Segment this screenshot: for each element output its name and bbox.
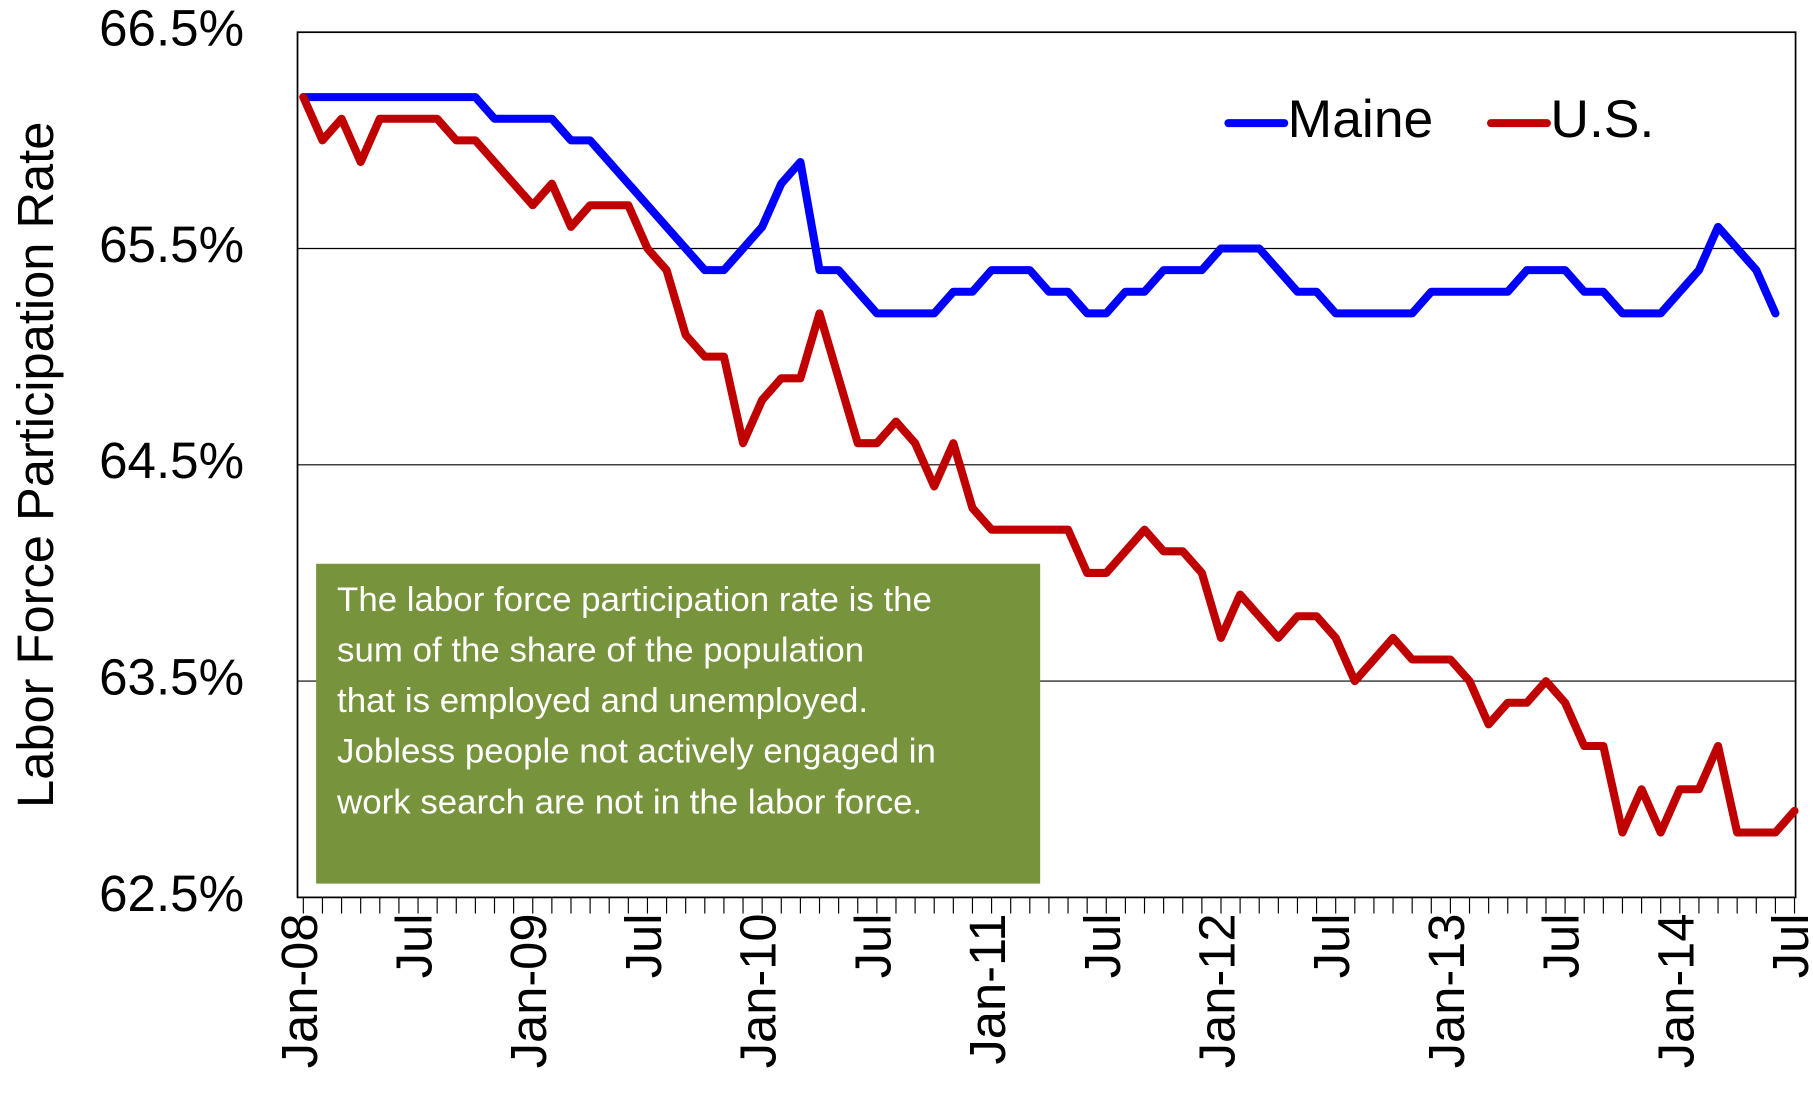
y-tick-label: 63.5% [99,649,244,706]
x-tick-label: Jan-10 [729,914,786,1069]
x-tick-label: Jan-13 [1418,914,1475,1069]
y-tick-label: 66.5% [99,0,244,57]
x-tick-label: Jul [385,914,442,979]
annotation-text: sum of the share of the population [337,632,864,670]
y-axis-title: Labor Force Participation Rate [7,122,64,808]
x-tick-label: Jan-08 [271,914,328,1069]
x-tick-label: Jul [1303,914,1360,979]
x-tick-label: Jan-12 [1188,914,1245,1069]
annotation-text: that is employed and unemployed. [337,682,868,720]
annotation-text: Jobless people not actively engaged in [337,733,936,771]
annotation-box [316,563,1041,884]
series-line [299,93,1799,837]
plot-border [296,31,1797,899]
x-tick-label: Jul [1762,914,1813,979]
annotation-text: The labor force participation rate is th… [337,581,932,619]
series-line [299,93,1780,318]
legend-label: U.S. [1550,90,1654,149]
x-tick-label: Jul [1532,914,1589,979]
x-tick-label: Jan-09 [500,914,557,1069]
y-tick-label: 62.5% [99,865,244,922]
y-tick-label: 64.5% [99,432,244,489]
y-tick-label: 65.5% [99,216,244,273]
x-tick-label: Jan-11 [959,914,1016,1065]
annotation-text: work search are not in the labor force. [336,783,922,821]
x-tick-label: Jul [615,914,672,979]
x-tick-label: Jul [1074,914,1131,979]
legend-label: Maine [1288,90,1434,149]
x-tick-label: Jan-14 [1647,914,1704,1069]
x-tick-label: Jul [844,914,901,979]
